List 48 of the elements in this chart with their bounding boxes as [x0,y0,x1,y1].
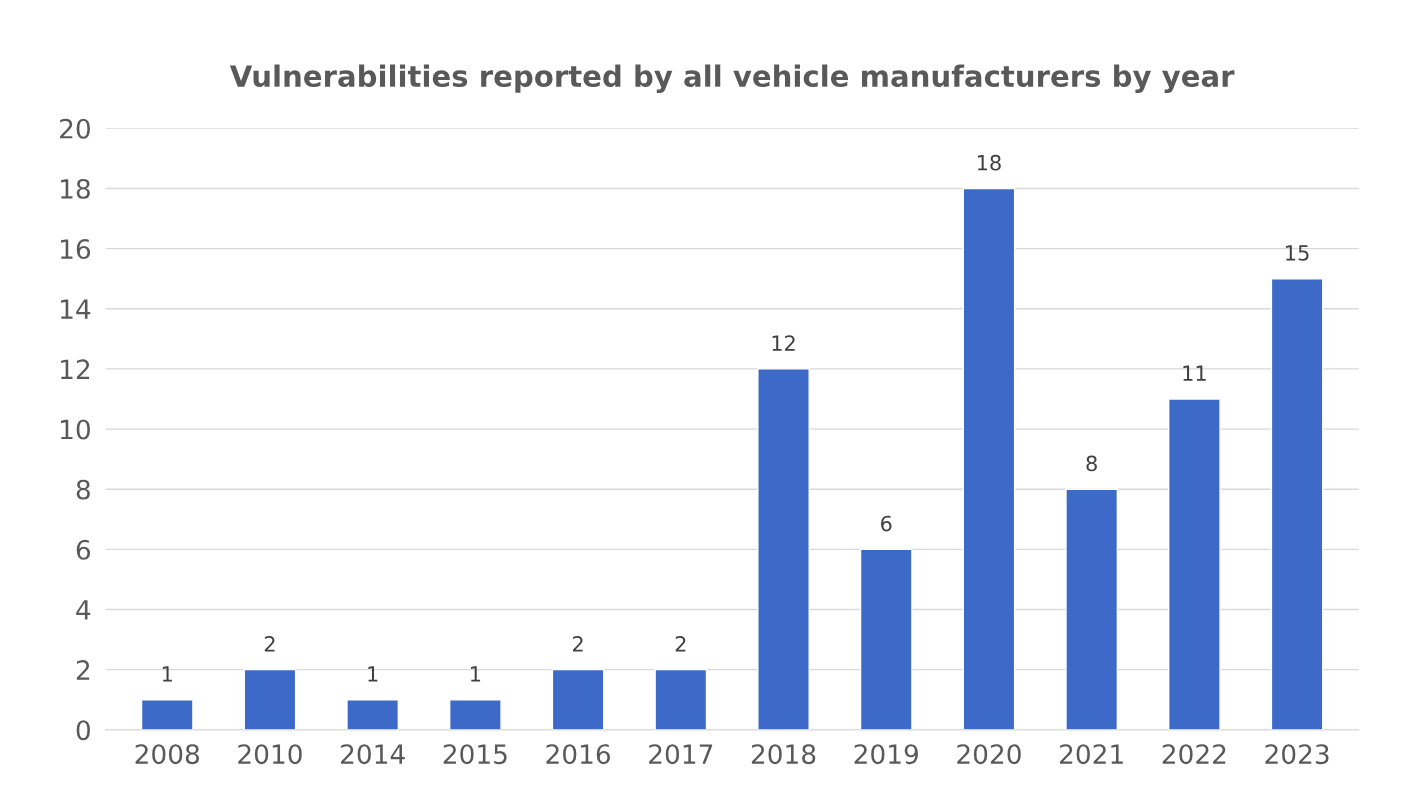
y-tick-label: 2 [76,660,90,680]
bar [140,699,194,730]
data-label: 1 [471,666,481,682]
bar [757,368,810,730]
x-tick-label: 2017 [649,744,713,765]
x-tick-label: 2021 [1060,744,1123,765]
data-label: 2 [675,635,686,652]
y-tick-label: 6 [76,539,91,560]
bar [962,187,1016,730]
data-label: 1 [368,666,378,682]
x-tick-label: 2019 [854,744,918,765]
data-label: 6 [881,515,892,532]
data-label: 18 [977,154,1001,171]
data-label: 15 [1286,245,1309,261]
x-tick-label: 2008 [135,744,199,765]
data-label: 12 [772,335,795,351]
x-tick-label: 2015 [443,744,507,765]
x-tick-label: 2016 [546,744,610,765]
x-tick-label: 2014 [341,744,405,765]
y-tick-label: 16 [61,239,91,260]
bar [448,699,502,730]
x-tick-label: 2022 [1162,744,1226,765]
y-tick-label: 4 [76,600,91,620]
y-tick-label: 10 [61,419,90,440]
y-tick-label: 12 [61,359,90,379]
chart-title: Vulnerabilities reported by all vehicle manufacturers by year [229,64,1235,93]
data-label: 8 [1086,455,1097,472]
x-tick-label: 2010 [238,744,302,765]
data-label: 11 [1183,365,1206,381]
bar [1270,277,1324,730]
y-tick-label: 14 [61,299,91,319]
bar [346,699,400,730]
x-tick-label: 2020 [957,744,1021,765]
x-tick-label: 2018 [751,744,816,765]
data-label: 2 [264,635,275,652]
y-tick-label: 8 [76,479,90,500]
y-tick-label: 20 [60,118,90,139]
x-tick-label: 2023 [1265,744,1329,765]
y-tick-label: 18 [61,178,90,199]
bar [551,668,605,730]
bar [243,668,297,730]
data-label: 2 [572,635,583,652]
bar [1168,398,1221,730]
data-label: 1 [162,666,172,682]
bar [1065,488,1119,730]
bar [654,668,708,730]
bar [859,548,913,730]
y-tick-label: 0 [76,720,90,741]
